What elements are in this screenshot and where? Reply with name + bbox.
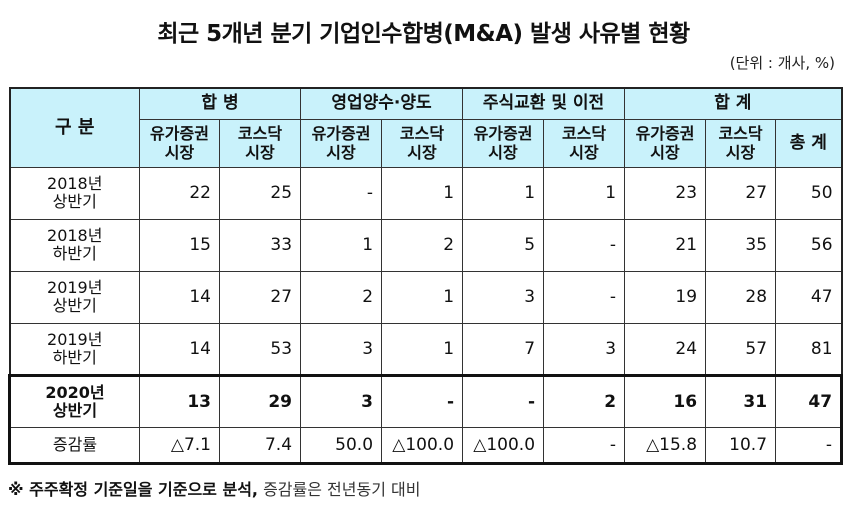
table-row: 2019년 하반기 14 53 3 1 7 3 24 57 81 [9, 322, 843, 376]
footnote: ※ 주주확정 기준일을 기준으로 분석, 증감률은 전년동기 대비 [8, 476, 420, 500]
cell: - [543, 218, 626, 272]
cell: 3 [543, 322, 626, 376]
subheader-kospi: 유가증권 시장 [300, 118, 383, 168]
cell: 53 [218, 322, 302, 376]
table-row: 2019년 상반기 14 27 2 1 3 - 19 28 47 [9, 270, 843, 324]
cell: 14 [139, 270, 220, 324]
subheader-kosdaq: 코스닥 시장 [705, 118, 777, 168]
cell: 2 [381, 218, 464, 272]
header-business-transfer: 영업양수·양도 [300, 87, 464, 120]
cell: △100.0 [462, 426, 545, 465]
ma-table: 구 분 합 병 영업양수·양도 주식교환 및 이전 합 계 유가증권 시장 코스닥… [8, 87, 844, 465]
subheader-kospi: 유가증권 시장 [462, 118, 545, 168]
cell: 24 [624, 322, 707, 376]
cell: - [543, 270, 626, 324]
cell: 23 [624, 166, 707, 220]
cell: 47 [775, 373, 844, 428]
cell: 14 [139, 322, 220, 376]
cell: 13 [139, 373, 220, 428]
header-stock-exchange: 주식교환 및 이전 [462, 87, 626, 120]
row-label: 증감률 [8, 426, 140, 465]
cell: 29 [218, 373, 302, 428]
cell: △15.8 [624, 426, 707, 465]
subheader-grand-total: 총 계 [775, 118, 843, 168]
cell: 3 [462, 270, 545, 324]
cell: 28 [705, 270, 777, 324]
cell: 50 [775, 166, 843, 220]
subheader-kosdaq: 코스닥 시장 [381, 118, 464, 168]
cell: 47 [775, 270, 843, 324]
cell: 1 [381, 166, 464, 220]
cell: 16 [624, 373, 707, 428]
header-merger: 합 병 [138, 87, 302, 120]
table-row: 2018년 상반기 22 25 - 1 1 1 23 27 50 [9, 166, 843, 220]
row-label: 2019년 하반기 [9, 322, 140, 376]
cell: 7 [462, 322, 545, 376]
cell: 50.0 [300, 426, 383, 465]
cell: 10.7 [705, 426, 777, 465]
cell: 1 [462, 166, 545, 220]
header-category: 구 분 [9, 87, 140, 168]
cell: - [775, 426, 844, 465]
page-title: 최근 5개년 분기 기업인수합병(M&A) 발생 사유별 현황 [157, 21, 690, 47]
cell: 7.4 [218, 426, 302, 465]
cell: △100.0 [381, 426, 464, 465]
table-row-change-rate: 증감률 △7.1 7.4 50.0 △100.0 △100.0 - △15.8 … [8, 426, 844, 465]
subheader-kospi: 유가증권 시장 [139, 118, 220, 168]
row-label: 2018년 하반기 [9, 218, 140, 272]
cell: 1 [381, 270, 464, 324]
row-label: 2018년 상반기 [9, 166, 140, 220]
subheader-kosdaq: 코스닥 시장 [543, 118, 626, 168]
row-label: 2020년 상반기 [8, 373, 140, 428]
cell: 19 [624, 270, 707, 324]
cell: 2 [300, 270, 383, 324]
cell: 3 [300, 373, 383, 428]
cell: △7.1 [139, 426, 220, 465]
cell: 22 [139, 166, 220, 220]
cell: 27 [218, 270, 302, 324]
cell: 5 [462, 218, 545, 272]
cell: 1 [381, 322, 464, 376]
cell: - [300, 166, 383, 220]
cell: 56 [775, 218, 843, 272]
row-label: 2019년 상반기 [9, 270, 140, 324]
cell: 57 [705, 322, 777, 376]
cell: 81 [775, 322, 843, 376]
cell: 33 [218, 218, 302, 272]
cell: 1 [300, 218, 383, 272]
cell: 27 [705, 166, 777, 220]
cell: 25 [218, 166, 302, 220]
cell: 35 [705, 218, 777, 272]
cell: - [462, 373, 545, 428]
unit-label: (단위 : 개사, %) [729, 54, 835, 72]
cell: - [381, 373, 464, 428]
cell: 31 [705, 373, 777, 428]
header-sum: 합 계 [624, 87, 843, 120]
footnote-bold: ※ 주주확정 기준일을 기준으로 분석, [8, 480, 258, 499]
table-row-highlight: 2020년 상반기 13 29 3 - - 2 16 31 47 [8, 373, 844, 428]
cell: - [543, 426, 626, 465]
cell: 2 [543, 373, 626, 428]
cell: 21 [624, 218, 707, 272]
cell: 15 [139, 218, 220, 272]
subheader-kospi: 유가증권 시장 [624, 118, 707, 168]
cell: 1 [543, 166, 626, 220]
footnote-plain: 증감률은 전년동기 대비 [258, 480, 421, 499]
cell: 3 [300, 322, 383, 376]
table-row: 2018년 하반기 15 33 1 2 5 - 21 35 56 [9, 218, 843, 272]
subheader-kosdaq: 코스닥 시장 [218, 118, 302, 168]
